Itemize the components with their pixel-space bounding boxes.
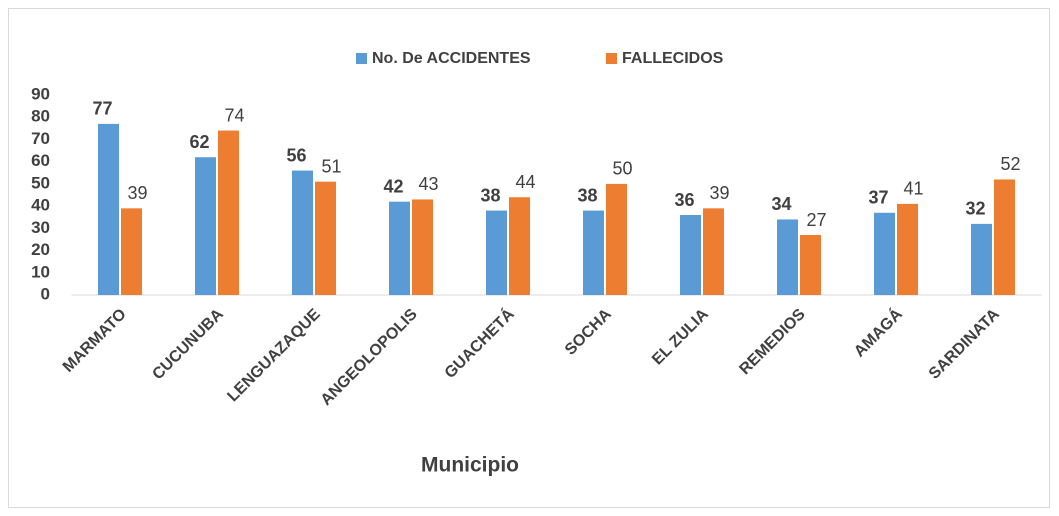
bar xyxy=(800,235,821,295)
data-label: 74 xyxy=(224,105,244,125)
data-label: 38 xyxy=(577,185,597,205)
data-label: 34 xyxy=(771,194,791,214)
bar xyxy=(583,210,604,295)
data-label: 62 xyxy=(189,132,209,152)
data-label: 42 xyxy=(383,176,403,196)
y-tick-label: 40 xyxy=(31,196,50,215)
y-tick-label: 30 xyxy=(31,218,50,237)
bar xyxy=(98,123,119,295)
bar xyxy=(412,199,433,295)
y-tick-label: 60 xyxy=(31,151,50,170)
legend-label: No. De ACCIDENTES xyxy=(372,50,531,67)
bar xyxy=(777,219,798,295)
y-tick-label: 10 xyxy=(31,262,50,281)
data-label: 44 xyxy=(515,172,535,192)
bar xyxy=(606,183,627,295)
y-tick-label: 80 xyxy=(31,107,50,126)
y-tick-label: 0 xyxy=(41,284,50,303)
bar xyxy=(874,212,895,295)
bar xyxy=(680,215,701,295)
bar xyxy=(195,157,216,295)
bar xyxy=(994,179,1015,295)
bar xyxy=(897,203,918,295)
data-label: 37 xyxy=(868,188,888,208)
x-axis-title: Municipio xyxy=(421,454,519,477)
bar xyxy=(121,208,142,295)
data-label: 38 xyxy=(480,185,500,205)
bar xyxy=(389,201,410,295)
data-label: 51 xyxy=(321,156,341,176)
bar xyxy=(509,197,530,295)
data-label: 32 xyxy=(965,199,985,219)
data-label: 39 xyxy=(709,183,729,203)
legend-label: FALLECIDOS xyxy=(622,50,724,67)
data-label: 77 xyxy=(92,99,112,119)
data-label: 43 xyxy=(418,174,438,194)
data-label: 52 xyxy=(1000,154,1020,174)
bar xyxy=(486,210,507,295)
legend-swatch xyxy=(606,53,617,64)
y-tick-label: 20 xyxy=(31,240,50,259)
bar xyxy=(315,181,336,295)
y-tick-label: 90 xyxy=(31,84,50,103)
data-label: 50 xyxy=(612,159,632,179)
y-tick-label: 50 xyxy=(31,173,50,192)
bar xyxy=(971,223,992,295)
data-label: 39 xyxy=(127,183,147,203)
y-tick-label: 70 xyxy=(31,129,50,148)
data-label: 41 xyxy=(903,179,923,199)
data-label: 27 xyxy=(806,210,826,230)
data-label: 36 xyxy=(674,190,694,210)
bar xyxy=(292,170,313,295)
bar xyxy=(703,208,724,295)
bar xyxy=(218,130,239,295)
legend-swatch xyxy=(356,53,367,64)
data-label: 56 xyxy=(286,145,306,165)
